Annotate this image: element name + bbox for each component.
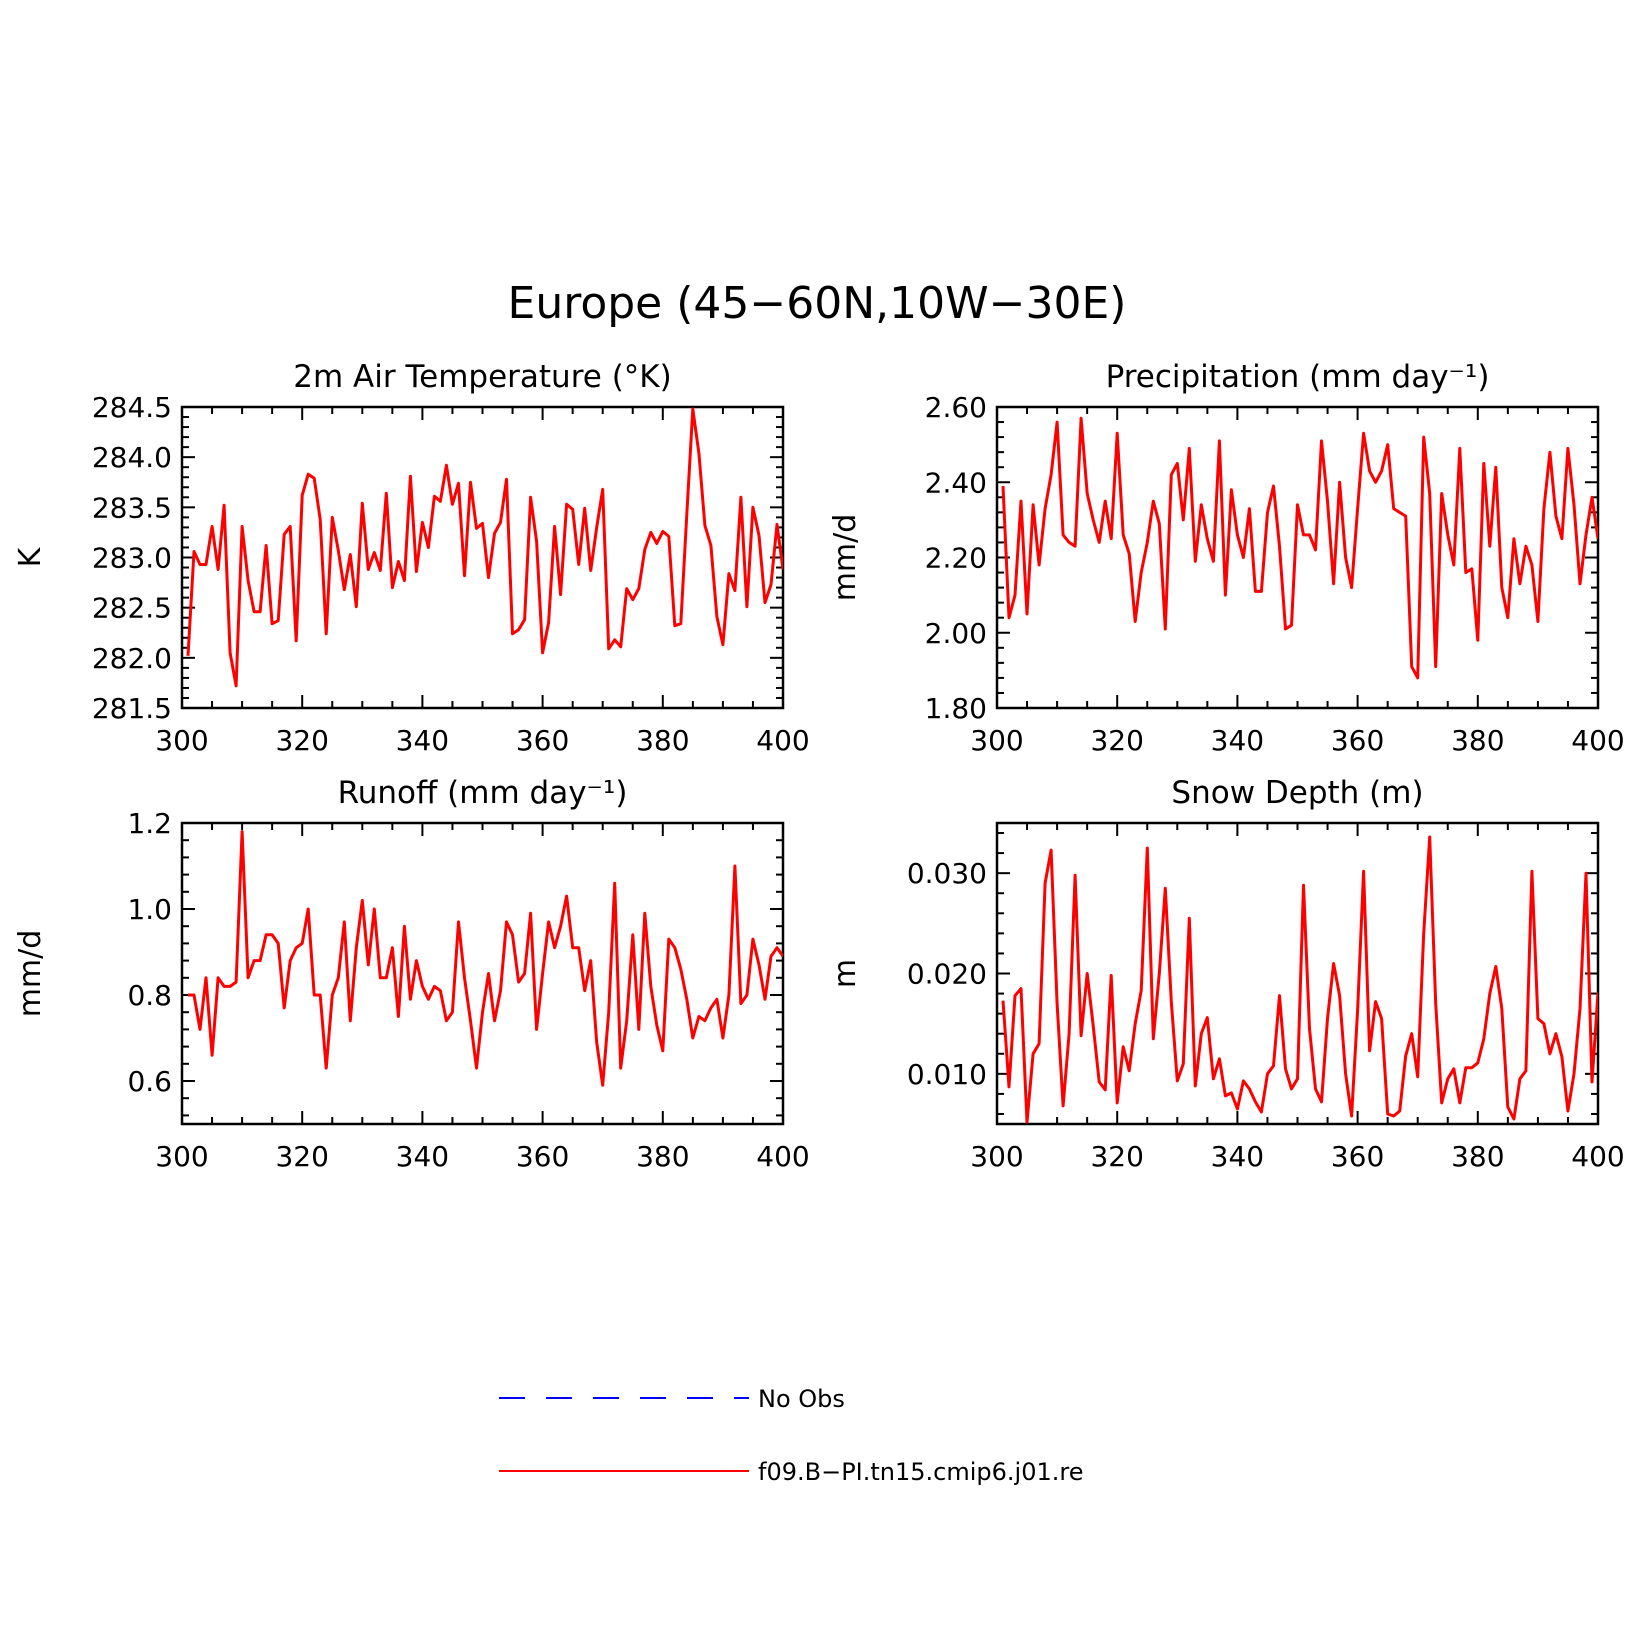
panel-title: Snow Depth (m) [1171,775,1423,811]
y-tick-label: 2.60 [925,391,987,424]
x-tick-label: 340 [396,1140,449,1173]
x-tick-label: 320 [275,1140,328,1173]
panel-snow-depth: 300 320 340 360 380 400 0.010 0.020 0.030 Snow De… [828,775,1625,1173]
x-tick-label: 340 [1211,1140,1264,1173]
y-tick-label: 0.010 [907,1058,987,1091]
y-axis-label: m [828,959,863,988]
x-tick-label: 320 [1090,724,1143,757]
x-tick-label: 300 [970,724,1023,757]
y-axis-label: K [13,546,48,567]
x-tick-label: 300 [155,1140,208,1173]
panel-runoff: 300 320 340 360 380 400 0.6 0.8 1.0 1.2 Runoff (mm… [13,775,810,1173]
y-tick-label: 2.20 [925,542,987,575]
x-tick-label: 400 [1571,724,1624,757]
panel-title: 2m Air Temperature (°K) [293,359,671,395]
panel-air-temperature: 300 320 340 360 380 400 281.5 282.0 282.5 283.0 28… [13,359,810,757]
y-tick-label: 1.2 [127,807,172,840]
panel-precipitation: 300 320 340 360 380 400 1.80 2.00 2.20 2.40 2.60 Pr… [828,359,1625,757]
x-tick-label: 400 [1571,1140,1624,1173]
plot-frame [995,405,1600,710]
y-tick-label: 282.5 [92,592,172,625]
y-tick-label: 0.020 [907,958,987,991]
series-line [1001,416,1598,680]
x-tick-label: 400 [756,1140,809,1173]
y-tick-label: 281.5 [92,692,172,725]
x-tick-label: 380 [636,1140,689,1173]
y-tick-label: 0.6 [127,1065,172,1098]
y-tick-label: 284.5 [92,391,172,424]
legend: No Obs f09.B−PI.tn15.cmip6.j01.re [499,1385,1083,1486]
y-tick-label: 2.00 [925,617,987,650]
y-tick-label: 283.5 [92,491,172,524]
x-tick-label: 380 [1451,1140,1504,1173]
series-line [188,830,783,1087]
y-axis-label: mm/d [13,930,48,1018]
x-tick-label: 340 [396,724,449,757]
y-tick-label: 0.8 [127,979,172,1012]
y-tick-label: 0.030 [907,857,987,890]
x-tick-label: 400 [756,724,809,757]
y-tick-label: 284.0 [92,441,172,474]
y-axis-label: mm/d [828,514,863,602]
y-tick-label: 282.0 [92,642,172,675]
plot-frame [180,821,785,1126]
legend-label-model: f09.B−PI.tn15.cmip6.j01.re [758,1458,1083,1486]
y-tick-label: 1.0 [127,893,172,926]
x-tick-label: 380 [1451,724,1504,757]
x-tick-label: 360 [1331,724,1384,757]
panel-title: Precipitation (mm day⁻¹) [1106,359,1490,395]
y-tick-label: 1.80 [925,692,987,725]
series-line [1001,835,1598,1124]
y-tick-label: 283.0 [92,542,172,575]
plot-frame [180,405,785,710]
x-tick-label: 360 [516,724,569,757]
figure-title: Europe (45−60N,10W−30E) [508,278,1127,329]
x-tick-label: 320 [1090,1140,1143,1173]
x-tick-label: 380 [636,724,689,757]
x-tick-label: 360 [516,1140,569,1173]
x-tick-label: 300 [970,1140,1023,1173]
series-line [186,407,783,688]
x-tick-label: 360 [1331,1140,1384,1173]
x-tick-label: 320 [275,724,328,757]
y-tick-label: 2.40 [925,466,987,499]
x-tick-label: 300 [155,724,208,757]
panel-title: Runoff (mm day⁻¹) [338,775,628,811]
x-tick-label: 340 [1211,724,1264,757]
legend-label-obs: No Obs [758,1385,845,1413]
